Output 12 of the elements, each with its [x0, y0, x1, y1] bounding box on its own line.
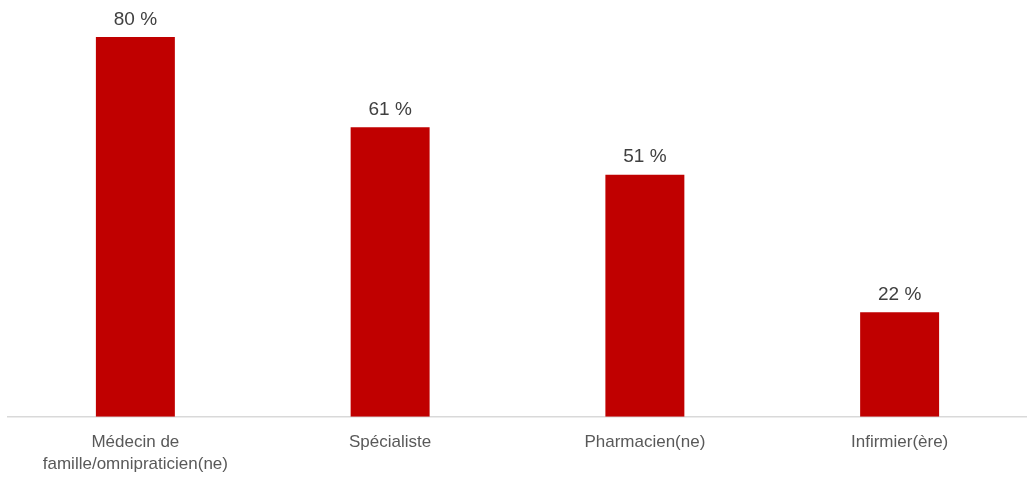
- data-label: 61 %: [368, 97, 412, 119]
- data-label: 22 %: [877, 283, 922, 305]
- bar: [605, 174, 685, 417]
- x-tick-label: Médecin de famille/omnipraticien(ne): [42, 431, 228, 473]
- x-tick-label: Pharmacien(ne): [584, 431, 706, 451]
- data-label: 51 %: [623, 145, 667, 167]
- bar: [350, 127, 430, 417]
- bar: [95, 37, 175, 417]
- bar: [860, 312, 940, 417]
- data-label: 80 %: [113, 7, 158, 29]
- x-tick-label: Infirmier(ère): [850, 431, 949, 451]
- x-tick-label: Spécialiste: [349, 431, 432, 451]
